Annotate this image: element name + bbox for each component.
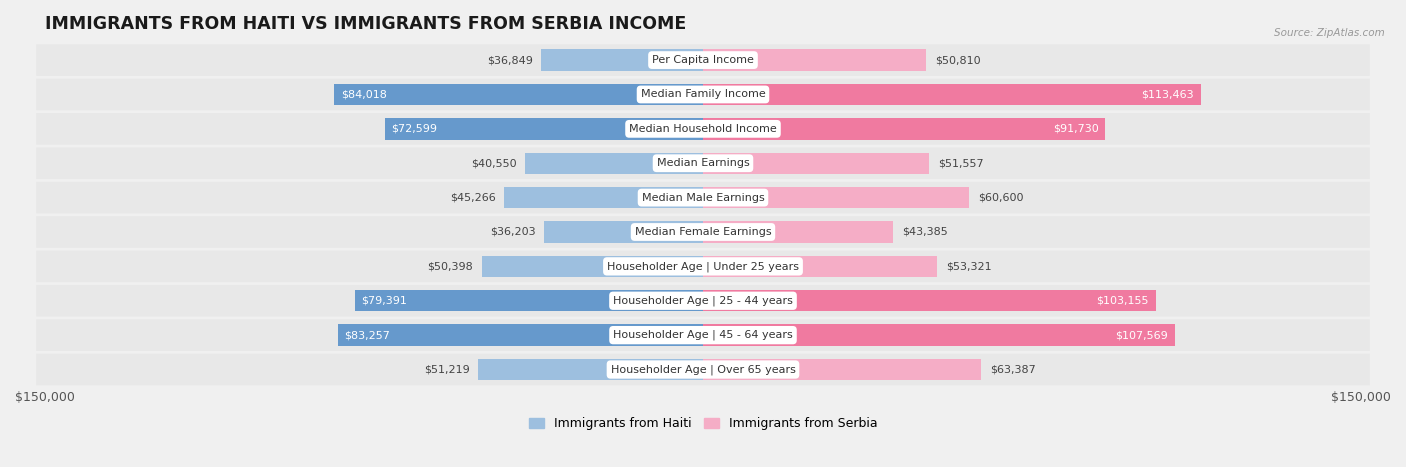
FancyBboxPatch shape (37, 354, 1369, 385)
Text: Householder Age | 45 - 64 years: Householder Age | 45 - 64 years (613, 330, 793, 340)
Bar (541, 50, 703, 71)
Text: $53,321: $53,321 (946, 262, 991, 271)
Bar (544, 221, 703, 243)
Bar (703, 84, 1201, 105)
Text: $60,600: $60,600 (977, 192, 1024, 203)
Text: Householder Age | 25 - 44 years: Householder Age | 25 - 44 years (613, 296, 793, 306)
Text: IMMIGRANTS FROM HAITI VS IMMIGRANTS FROM SERBIA INCOME: IMMIGRANTS FROM HAITI VS IMMIGRANTS FROM… (45, 15, 686, 33)
Bar (524, 153, 703, 174)
Text: $107,569: $107,569 (1115, 330, 1168, 340)
Text: $36,849: $36,849 (486, 55, 533, 65)
Text: Median Female Earnings: Median Female Earnings (634, 227, 772, 237)
Text: $103,155: $103,155 (1097, 296, 1149, 306)
Bar (703, 187, 969, 208)
Text: Median Male Earnings: Median Male Earnings (641, 192, 765, 203)
Text: $79,391: $79,391 (361, 296, 408, 306)
FancyBboxPatch shape (37, 44, 1369, 76)
Bar (703, 359, 981, 380)
FancyBboxPatch shape (37, 285, 1369, 317)
Text: $63,387: $63,387 (990, 365, 1036, 375)
Bar (703, 153, 929, 174)
Text: $51,219: $51,219 (423, 365, 470, 375)
FancyBboxPatch shape (37, 148, 1369, 179)
Text: $84,018: $84,018 (342, 90, 387, 99)
Text: Median Earnings: Median Earnings (657, 158, 749, 168)
Bar (703, 50, 927, 71)
Text: $51,557: $51,557 (938, 158, 984, 168)
Bar (384, 118, 703, 140)
FancyBboxPatch shape (37, 216, 1369, 248)
Bar (354, 290, 703, 311)
Bar (703, 256, 936, 277)
Text: Median Household Income: Median Household Income (628, 124, 778, 134)
Text: $36,203: $36,203 (489, 227, 536, 237)
Text: $50,810: $50,810 (935, 55, 980, 65)
Bar (482, 256, 703, 277)
Bar (505, 187, 703, 208)
Text: $50,398: $50,398 (427, 262, 474, 271)
Text: Householder Age | Under 25 years: Householder Age | Under 25 years (607, 261, 799, 272)
Text: $72,599: $72,599 (391, 124, 437, 134)
Text: Householder Age | Over 65 years: Householder Age | Over 65 years (610, 364, 796, 375)
FancyBboxPatch shape (37, 182, 1369, 213)
Bar (478, 359, 703, 380)
FancyBboxPatch shape (37, 319, 1369, 351)
Text: $43,385: $43,385 (903, 227, 948, 237)
FancyBboxPatch shape (37, 251, 1369, 282)
Bar (703, 325, 1175, 346)
Text: $91,730: $91,730 (1053, 124, 1099, 134)
Legend: Immigrants from Haiti, Immigrants from Serbia: Immigrants from Haiti, Immigrants from S… (523, 412, 883, 435)
Text: Median Family Income: Median Family Income (641, 90, 765, 99)
Text: $45,266: $45,266 (450, 192, 496, 203)
Text: Source: ZipAtlas.com: Source: ZipAtlas.com (1274, 28, 1385, 38)
FancyBboxPatch shape (37, 113, 1369, 145)
Text: $113,463: $113,463 (1142, 90, 1194, 99)
FancyBboxPatch shape (37, 78, 1369, 110)
Bar (703, 118, 1105, 140)
Bar (703, 221, 893, 243)
Bar (335, 84, 703, 105)
Bar (703, 290, 1156, 311)
Text: Per Capita Income: Per Capita Income (652, 55, 754, 65)
Text: $83,257: $83,257 (344, 330, 391, 340)
Bar (337, 325, 703, 346)
Text: $40,550: $40,550 (471, 158, 516, 168)
